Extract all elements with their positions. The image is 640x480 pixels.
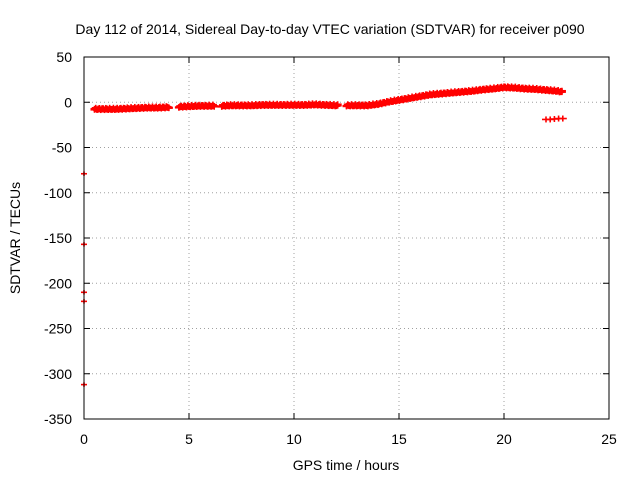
tick-marks bbox=[83, 56, 610, 420]
data-point bbox=[558, 115, 567, 122]
x-tick-label: 5 bbox=[185, 431, 193, 447]
x-tick-label: 15 bbox=[391, 431, 407, 447]
y-tick-label: -200 bbox=[44, 275, 72, 291]
y-tick-label: 0 bbox=[64, 94, 72, 110]
x-tick-label: 25 bbox=[601, 431, 617, 447]
x-tick-label: 20 bbox=[496, 431, 512, 447]
y-tick-label: -250 bbox=[44, 321, 72, 337]
data-point bbox=[333, 102, 342, 109]
y-tick-label: -350 bbox=[44, 411, 72, 427]
y-tick-labels: 50 0 -50 -100 -150 -200 -250 -300 -350 bbox=[44, 49, 72, 427]
data-point bbox=[210, 103, 219, 110]
grid bbox=[84, 57, 609, 419]
data-points bbox=[81, 83, 567, 387]
chart-title: Day 112 of 2014, Sidereal Day-to-day VTE… bbox=[75, 21, 584, 37]
y-tick-label: -100 bbox=[44, 185, 72, 201]
x-axis-label: GPS time / hours bbox=[293, 457, 400, 473]
data-point bbox=[557, 89, 566, 96]
data-point bbox=[164, 105, 173, 112]
plot-frame bbox=[83, 56, 610, 420]
y-axis-label: SDTVAR / TECUs bbox=[7, 182, 23, 294]
x-tick-labels: 0 5 10 15 20 25 bbox=[80, 431, 617, 447]
y-tick-label: -50 bbox=[52, 140, 72, 156]
y-tick-label: 50 bbox=[56, 49, 72, 65]
y-tick-label: -300 bbox=[44, 366, 72, 382]
y-tick-label: -150 bbox=[44, 230, 72, 246]
x-tick-label: 0 bbox=[80, 431, 88, 447]
x-tick-label: 10 bbox=[286, 431, 302, 447]
